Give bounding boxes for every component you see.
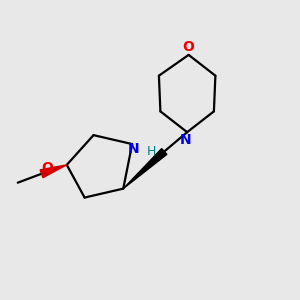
Text: O: O: [183, 40, 195, 55]
Text: N: N: [128, 142, 140, 155]
Text: O: O: [41, 161, 53, 176]
Polygon shape: [123, 148, 167, 189]
Text: N: N: [180, 133, 191, 147]
Polygon shape: [40, 165, 67, 178]
Text: H: H: [147, 145, 156, 158]
